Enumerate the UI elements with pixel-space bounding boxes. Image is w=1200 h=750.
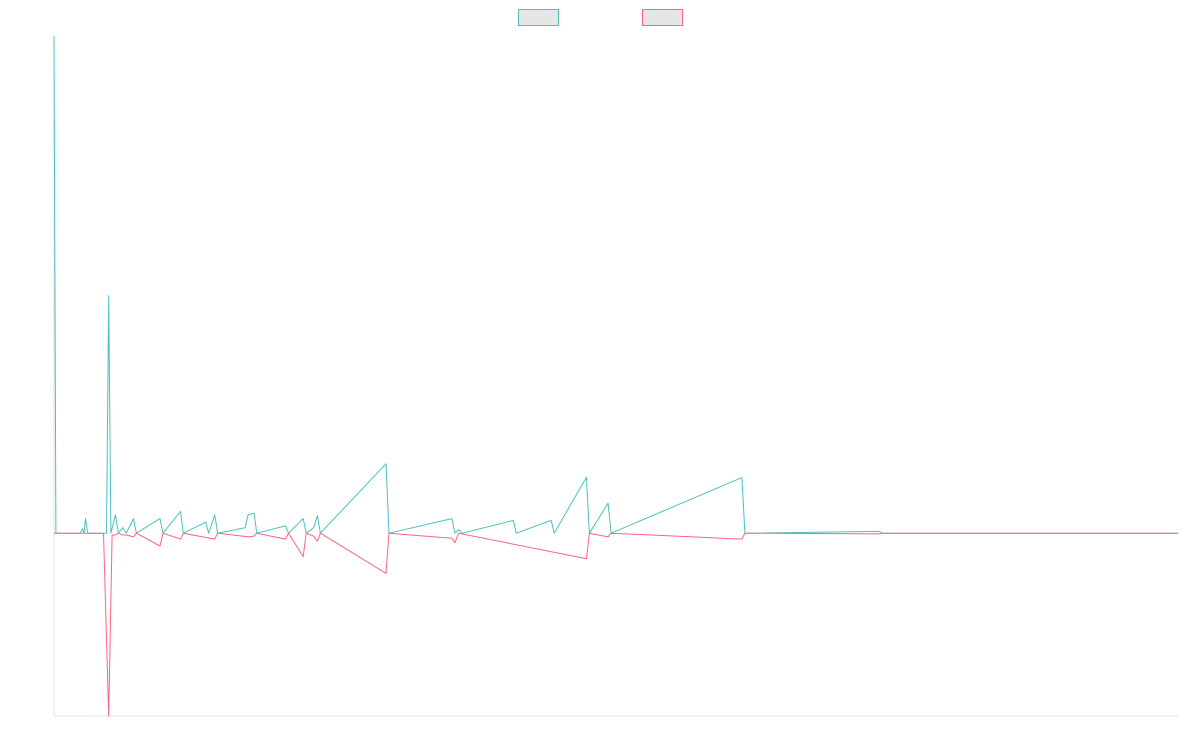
series-line-2 <box>54 532 1178 717</box>
legend-swatch-2[interactable] <box>642 9 683 26</box>
series-layer <box>53 35 1178 717</box>
series-line-1 <box>53 35 1178 534</box>
legend-swatch-1[interactable] <box>518 9 559 26</box>
legend[interactable] <box>518 9 683 26</box>
